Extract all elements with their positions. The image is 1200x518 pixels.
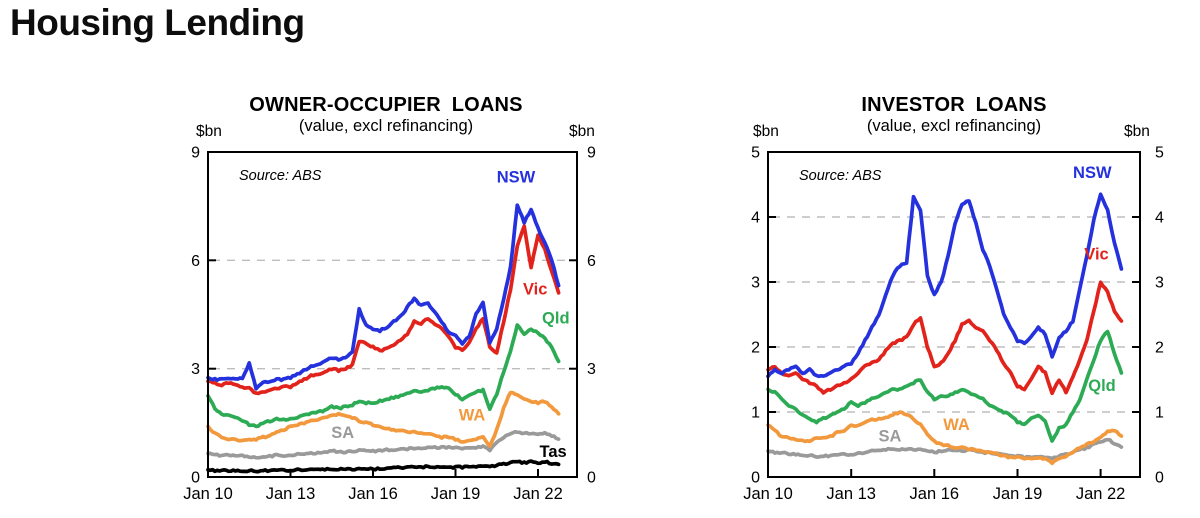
chart-title: OWNER-OCCUPIER LOANS — [249, 94, 523, 116]
plot-border — [207, 151, 578, 478]
y-axis-label-left: 3 — [191, 361, 200, 378]
series-line-nsw — [766, 192, 1124, 379]
series-label-nsw: NSW — [1073, 164, 1112, 182]
series-line-wa — [206, 390, 561, 448]
y-axis-unit-left: $bn — [753, 123, 779, 140]
owner-occupier-chart: OWNER-OCCUPIER LOANS (value, excl refina… — [160, 86, 612, 518]
y-axis-label-left: 0 — [191, 470, 200, 487]
series-label-wa: WA — [943, 416, 970, 434]
x-axis-label: Jan 10 — [183, 485, 233, 503]
x-axis-label: Jan 13 — [826, 485, 876, 503]
chart-subtitle: (value, excl refinancing) — [298, 117, 474, 135]
source-note: Source: ABS — [239, 168, 322, 184]
series-line-tas — [206, 459, 561, 474]
y-axis-label-right: 2 — [1155, 340, 1164, 357]
x-axis-label: Jan 19 — [431, 485, 481, 503]
series-label-qld: Qld — [1088, 377, 1116, 395]
y-axis-label-left: 6 — [191, 253, 200, 270]
series-line-qld — [766, 329, 1124, 443]
series-line-qld — [206, 323, 561, 429]
y-axis-label-left: 5 — [751, 145, 760, 162]
series-label-wa: WA — [459, 407, 486, 425]
plot-border — [767, 151, 1141, 478]
y-axis-label-left: 4 — [751, 210, 760, 227]
series-line-vic — [206, 224, 561, 396]
x-axis-label: Jan 13 — [266, 485, 316, 503]
series-label-nsw: NSW — [497, 169, 536, 187]
y-axis-label-right: 3 — [587, 361, 596, 378]
chart-title: INVESTOR LOANS — [861, 94, 1047, 116]
y-axis-label-right: 0 — [587, 470, 596, 487]
x-axis-label: Jan 16 — [910, 485, 960, 503]
series-label-sa: SA — [331, 424, 354, 442]
y-axis-unit-left: $bn — [196, 123, 222, 140]
y-axis-label-left: 3 — [751, 275, 760, 292]
owner-occupier-plot: 0 0 3 3 6 6 9 9 Jan 10 Jan 13 Jan 16 Jan 19 Jan 22 So… — [183, 145, 596, 504]
x-axis-label: Jan 10 — [743, 485, 793, 503]
investor-plot: 0 0 1 1 2 2 3 3 4 4 5 5 Jan 10 Jan 13 Jan 16 Jan 19 Jan … — [743, 145, 1164, 504]
y-axis-label-right: 0 — [1155, 470, 1164, 487]
series-label-vic: Vic — [1084, 245, 1108, 263]
y-axis-unit-right: $bn — [569, 123, 595, 140]
investor-chart: INVESTOR LOANS (value, excl refinancing)… — [728, 86, 1180, 518]
series-label-sa: SA — [879, 427, 902, 445]
source-note: Source: ABS — [799, 168, 882, 184]
y-axis-label-left: 1 — [751, 405, 760, 422]
series-line-sa — [766, 437, 1124, 461]
y-axis-label-right: 5 — [1155, 145, 1164, 162]
chart-subtitle: (value, excl refinancing) — [866, 117, 1042, 135]
y-axis-unit-right: $bn — [1124, 123, 1150, 140]
y-axis-label-right: 9 — [587, 145, 596, 162]
y-axis-label-right: 3 — [1155, 275, 1164, 292]
series-label-qld: Qld — [542, 310, 570, 328]
series-line-vic — [766, 280, 1124, 396]
x-axis-label: Jan 16 — [348, 485, 398, 503]
y-axis-label-left: 2 — [751, 340, 760, 357]
page-title: Housing Lending — [10, 2, 305, 43]
y-axis-label-left: 0 — [751, 470, 760, 487]
x-axis-label: Jan 22 — [513, 485, 563, 503]
x-axis-label: Jan 19 — [993, 485, 1043, 503]
y-axis-label-right: 4 — [1155, 210, 1164, 227]
y-axis-label-right: 1 — [1155, 405, 1164, 422]
x-axis-label: Jan 22 — [1076, 485, 1126, 503]
series-label-vic: Vic — [523, 281, 547, 299]
series-line-wa — [766, 410, 1124, 466]
y-axis-label-right: 6 — [587, 253, 596, 270]
series-line-nsw — [206, 203, 561, 391]
y-axis-label-left: 9 — [191, 145, 200, 162]
series-label-tas: Tas — [539, 443, 566, 461]
series-line-sa — [206, 429, 561, 460]
